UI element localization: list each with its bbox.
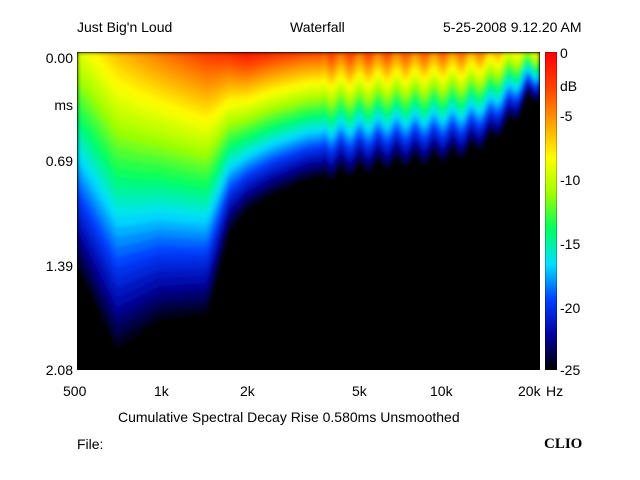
header-title: Just Big'n Loud: [77, 19, 173, 35]
x-tick-label: 500: [63, 383, 87, 399]
colorbar-tick-label: -15: [560, 236, 581, 252]
header-timestamp: 5-25-2008 9.12.20 AM: [443, 19, 582, 35]
color-scale-bar: [545, 52, 557, 370]
y-tick-label: 0.00: [45, 50, 73, 66]
y-unit-label: ms: [54, 97, 73, 113]
x-unit-label: Hz: [546, 383, 564, 399]
waterfall-plot: [77, 52, 540, 370]
y-tick-label: 1.39: [45, 258, 73, 274]
y-tick-label: 2.08: [45, 362, 73, 378]
colorbar-tick-label: -10: [560, 172, 581, 188]
y-tick-label: 0.69: [45, 153, 73, 169]
file-label: File:: [77, 436, 104, 452]
x-tick-label: 2k: [240, 383, 255, 399]
decay-level-band: [77, 52, 540, 69]
colorbar-tick-label: 0: [560, 45, 568, 61]
chart-caption: Cumulative Spectral Decay Rise 0.580ms U…: [118, 409, 460, 425]
x-tick-label: 1k: [154, 383, 169, 399]
colorbar-tick-label: -25: [560, 362, 581, 378]
x-tick-label: 5k: [352, 383, 367, 399]
x-tick-label: 10k: [430, 383, 453, 399]
colorbar-tick-label: -5: [560, 108, 573, 124]
brand-logo: CLIO: [544, 436, 583, 452]
colorbar-tick-label: -20: [560, 300, 581, 316]
chart-title: Waterfall: [290, 19, 345, 35]
colorbar-unit-label: dB: [560, 78, 578, 94]
x-tick-label: 20k: [518, 383, 541, 399]
